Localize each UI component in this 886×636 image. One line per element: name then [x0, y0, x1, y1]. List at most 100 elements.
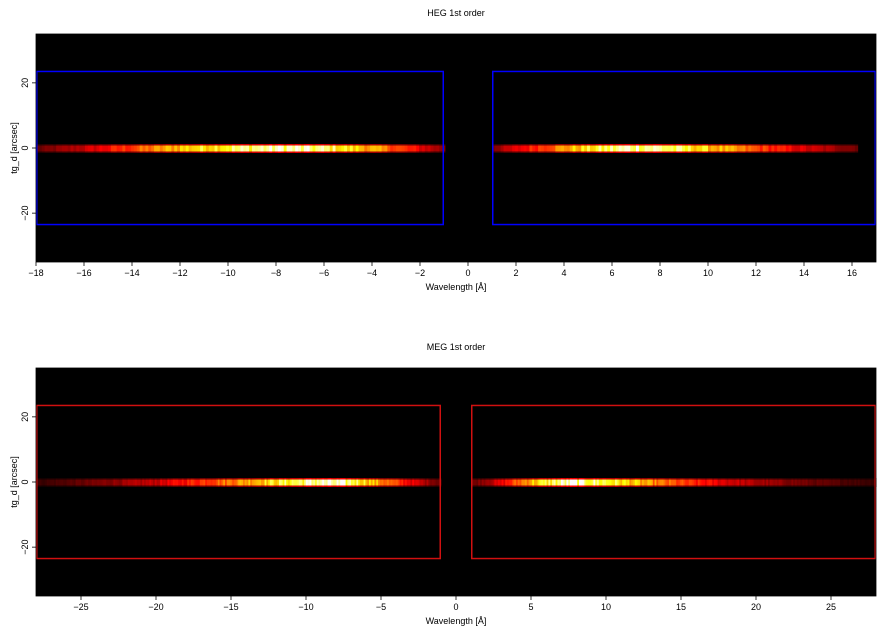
trace-halo [203, 478, 206, 480]
trace-segment [701, 479, 704, 486]
trace-halo [715, 478, 718, 480]
trace-halo [185, 151, 190, 153]
trace-halo [564, 144, 568, 146]
trace-halo [474, 478, 477, 480]
trace-segment [520, 145, 525, 152]
trace-halo [102, 144, 106, 146]
trace-halo [724, 485, 727, 487]
trace-halo [546, 485, 549, 487]
trace-halo [661, 151, 666, 153]
trace-halo [56, 144, 60, 146]
trace-halo [696, 151, 700, 153]
trace-halo [59, 144, 63, 146]
trace-halo [177, 144, 181, 146]
trace-segment [331, 479, 334, 486]
trace-halo [160, 485, 163, 487]
trace-halo [485, 485, 488, 487]
trace-halo [82, 144, 86, 146]
trace-segment [535, 479, 538, 486]
trace-segment [384, 145, 388, 152]
trace-halo [586, 485, 589, 487]
trace-halo [118, 485, 121, 487]
trace-halo [604, 151, 608, 153]
trace-segment [849, 145, 853, 152]
trace-halo [77, 478, 80, 480]
trace-segment [742, 145, 746, 152]
trace-halo [234, 144, 238, 146]
trace-halo [705, 485, 708, 487]
trace-segment [512, 145, 516, 152]
trace-halo [481, 485, 484, 487]
trace-halo [212, 478, 215, 480]
trace-halo [243, 485, 246, 487]
trace-halo [739, 478, 742, 480]
trace-segment [521, 479, 524, 486]
trace-segment [91, 479, 94, 486]
trace-halo [516, 485, 519, 487]
trace-halo [726, 485, 729, 487]
trace-segment [649, 479, 652, 486]
trace-halo [523, 144, 527, 146]
trace-halo [59, 151, 63, 153]
trace-halo [825, 485, 828, 487]
trace-halo [664, 151, 669, 153]
trace-halo [575, 478, 578, 480]
trace-halo [561, 485, 564, 487]
trace-halo [730, 478, 733, 480]
trace-halo [716, 151, 720, 153]
trace-halo [216, 485, 219, 487]
trace-segment [352, 145, 357, 152]
trace-halo [246, 485, 249, 487]
trace-segment [381, 479, 384, 486]
trace-segment [742, 479, 745, 486]
trace-halo [176, 478, 179, 480]
trace-halo [370, 144, 374, 146]
trace-halo [117, 485, 120, 487]
trace-halo [61, 485, 64, 487]
trace-segment [52, 479, 55, 486]
trace-segment [73, 145, 77, 152]
trace-halo [257, 478, 260, 480]
trace-segment [748, 145, 752, 152]
trace-segment [340, 479, 343, 486]
trace-segment [127, 479, 130, 486]
trace-segment [396, 479, 399, 486]
trace-segment [647, 145, 651, 152]
trace-segment [96, 145, 100, 152]
trace-halo [552, 151, 556, 153]
trace-halo [404, 144, 408, 146]
trace-halo [135, 478, 138, 480]
trace-segment [306, 145, 310, 152]
trace-halo [478, 485, 481, 487]
trace-segment [404, 145, 408, 152]
trace-segment [426, 479, 429, 486]
trace-segment [133, 145, 138, 152]
trace-halo [95, 485, 98, 487]
trace-halo [676, 485, 679, 487]
trace-segment [663, 479, 666, 486]
trace-segment [385, 479, 388, 486]
trace-segment [705, 479, 708, 486]
trace-segment [679, 479, 682, 486]
trace-halo [719, 144, 723, 146]
trace-halo [397, 485, 400, 487]
trace-halo [708, 151, 712, 153]
trace-halo [795, 478, 798, 480]
trace-segment [474, 479, 477, 486]
trace-segment [136, 479, 139, 486]
trace-segment [47, 145, 51, 152]
trace-halo [610, 144, 614, 146]
trace-halo [591, 485, 594, 487]
trace-halo [221, 485, 224, 487]
trace-halo [670, 485, 673, 487]
trace-halo [771, 144, 775, 146]
trace-segment [670, 479, 673, 486]
trace-halo [43, 478, 46, 480]
trace-segment [221, 479, 224, 486]
trace-halo [309, 478, 312, 480]
trace-segment [185, 479, 188, 486]
trace-halo [102, 485, 105, 487]
trace-halo [270, 485, 273, 487]
trace-halo [214, 485, 217, 487]
trace-segment [825, 479, 828, 486]
